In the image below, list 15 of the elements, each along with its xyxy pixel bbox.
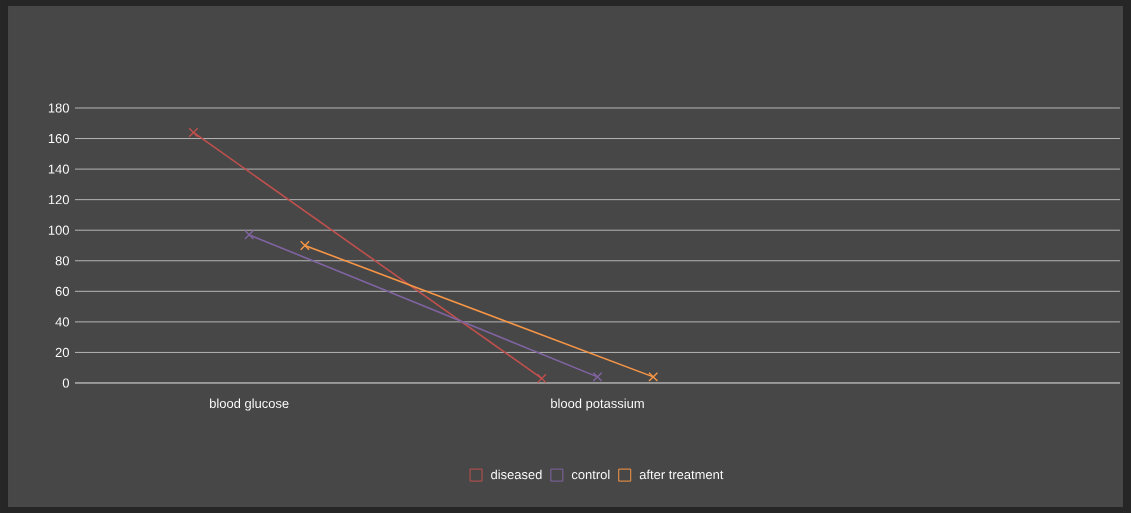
y-tick-label: 40 <box>55 317 69 327</box>
y-tick-label: 80 <box>55 256 69 266</box>
legend-label: diseased <box>491 469 542 480</box>
y-tick-label: 160 <box>48 133 69 144</box>
legend-label: after treatment <box>639 469 724 480</box>
x-tick-label: blood glucose <box>210 398 289 411</box>
legend-label: control <box>571 469 610 480</box>
y-tick-label: 180 <box>48 103 69 113</box>
y-tick-label: 100 <box>48 225 69 235</box>
y-tick-label: 140 <box>48 164 69 174</box>
x-tick-label: blood potassium <box>551 398 644 411</box>
y-tick-label: 20 <box>55 347 69 358</box>
y-tick-label: 60 <box>55 286 69 296</box>
y-tick-label: 0 <box>62 378 69 388</box>
y-tick-label: 120 <box>48 195 69 205</box>
